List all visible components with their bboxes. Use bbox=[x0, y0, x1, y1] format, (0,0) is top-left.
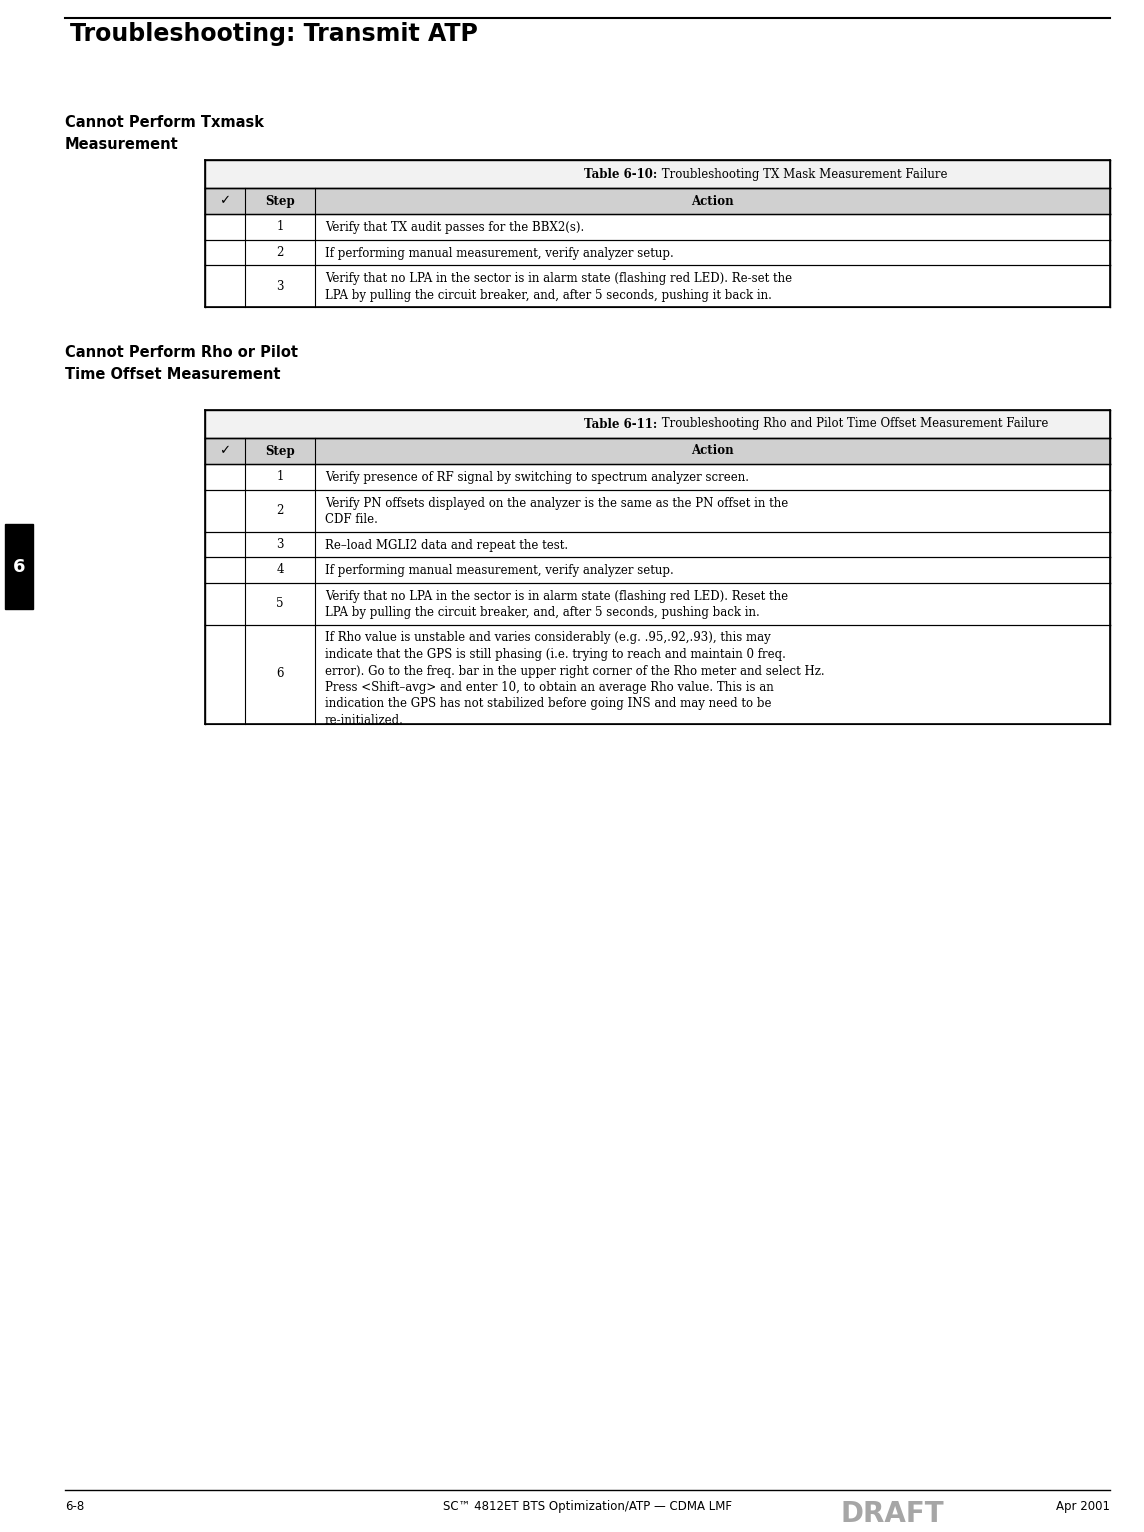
Text: If performing manual measurement, verify analyzer setup.: If performing manual measurement, verify… bbox=[325, 247, 674, 259]
Text: Verify presence of RF signal by switching to spectrum analyzer screen.: Verify presence of RF signal by switchin… bbox=[325, 470, 749, 484]
Text: DRAFT: DRAFT bbox=[840, 1500, 944, 1527]
Text: Troubleshooting: Transmit ATP: Troubleshooting: Transmit ATP bbox=[70, 21, 478, 46]
Text: SC™ 4812ET BTS Optimization/ATP — CDMA LMF: SC™ 4812ET BTS Optimization/ATP — CDMA L… bbox=[443, 1500, 732, 1514]
Text: Time Offset Measurement: Time Offset Measurement bbox=[65, 368, 280, 381]
Text: Cannot Perform Txmask: Cannot Perform Txmask bbox=[65, 115, 264, 130]
Text: If Rho value is unstable and varies considerably (e.g. .95,.92,.93), this may
in: If Rho value is unstable and varies cons… bbox=[325, 631, 825, 728]
Text: Re–load MGLI2 data and repeat the test.: Re–load MGLI2 data and repeat the test. bbox=[325, 539, 569, 552]
Text: 2: 2 bbox=[277, 504, 284, 516]
Text: 6: 6 bbox=[13, 558, 25, 576]
Text: Apr 2001: Apr 2001 bbox=[1056, 1500, 1110, 1514]
Text: 1: 1 bbox=[277, 470, 284, 483]
Text: Table 6-10:: Table 6-10: bbox=[585, 167, 658, 181]
Text: Troubleshooting TX Mask Measurement Failure: Troubleshooting TX Mask Measurement Fail… bbox=[658, 167, 947, 181]
Bar bbox=[5, 524, 33, 610]
Text: Cannot Perform Rho or Pilot: Cannot Perform Rho or Pilot bbox=[65, 345, 297, 360]
Text: Verify that TX audit passes for the BBX2(s).: Verify that TX audit passes for the BBX2… bbox=[325, 221, 585, 234]
Text: 3: 3 bbox=[276, 279, 284, 293]
Text: 5: 5 bbox=[276, 597, 284, 610]
Text: 1: 1 bbox=[277, 221, 284, 233]
Text: 6: 6 bbox=[276, 668, 284, 680]
Text: 4: 4 bbox=[276, 564, 284, 576]
Text: Step: Step bbox=[265, 195, 295, 207]
Text: Verify that no LPA in the sector is in alarm state (flashing red LED). Reset the: Verify that no LPA in the sector is in a… bbox=[325, 590, 788, 619]
Text: Verify that no LPA in the sector is in alarm state (flashing red LED). Re-set th: Verify that no LPA in the sector is in a… bbox=[325, 273, 792, 302]
Text: 2: 2 bbox=[277, 245, 284, 259]
Text: If performing manual measurement, verify analyzer setup.: If performing manual measurement, verify… bbox=[325, 564, 674, 578]
Text: 3: 3 bbox=[276, 538, 284, 550]
Text: Verify PN offsets displayed on the analyzer is the same as the PN offset in the
: Verify PN offsets displayed on the analy… bbox=[325, 496, 788, 525]
Text: 6-8: 6-8 bbox=[65, 1500, 85, 1514]
Text: Table 6-11:: Table 6-11: bbox=[585, 418, 658, 430]
Text: Action: Action bbox=[691, 444, 733, 458]
Text: Step: Step bbox=[265, 444, 295, 458]
Text: Troubleshooting Rho and Pilot Time Offset Measurement Failure: Troubleshooting Rho and Pilot Time Offse… bbox=[658, 418, 1048, 430]
Text: Action: Action bbox=[691, 195, 733, 207]
Text: ✓: ✓ bbox=[220, 444, 231, 458]
Text: Measurement: Measurement bbox=[65, 136, 178, 152]
Text: ✓: ✓ bbox=[220, 195, 231, 207]
